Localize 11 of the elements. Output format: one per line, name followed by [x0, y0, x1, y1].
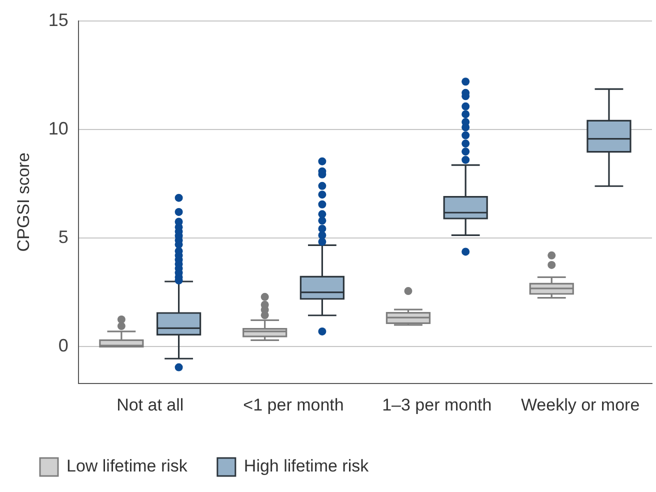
legend-label: High lifetime risk — [244, 456, 370, 476]
x-tick-label: <1 per month — [243, 395, 344, 414]
y-tick-label: 5 — [58, 227, 68, 248]
y-tick-label: 10 — [48, 118, 68, 138]
y-tick-label: 15 — [48, 10, 68, 30]
legend-label: Low lifetime risk — [66, 456, 188, 476]
y-tick-label: 0 — [58, 336, 68, 356]
y-axis-title: CPGSI score — [14, 152, 33, 252]
x-tick-label: Not at all — [116, 395, 184, 414]
x-tick-label: Weekly or more — [520, 395, 640, 414]
x-tick-label: 1–3 per month — [382, 395, 492, 414]
